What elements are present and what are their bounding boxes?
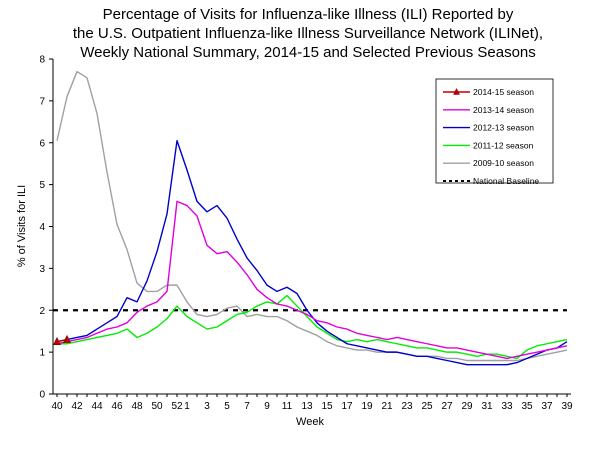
x-axis-label: Week <box>296 416 324 428</box>
y-tick-label: 3 <box>39 264 45 275</box>
x-tick-label: 31 <box>481 401 493 412</box>
x-tick-label: 50 <box>151 401 163 412</box>
x-tick-label: 44 <box>91 401 103 412</box>
y-tick-label: 0 <box>39 390 45 401</box>
x-tick-label: 29 <box>461 401 473 412</box>
series-line-2011-12-season <box>57 294 568 360</box>
x-tick-label: 48 <box>131 401 143 412</box>
x-tick-label: 7 <box>244 401 250 412</box>
y-tick-label: 6 <box>39 138 45 149</box>
series-line-2012-13-season <box>56 139 568 366</box>
y-tick-label: 8 <box>39 55 45 66</box>
x-tick-label: 23 <box>401 401 413 412</box>
legend: 2014-15 season 2013-14 season 2012-13 seas… <box>435 78 554 186</box>
x-tick-label: 3 <box>204 401 210 412</box>
x-tick-label: 27 <box>441 401 453 412</box>
data-point-2014-15-season <box>63 334 71 343</box>
chart-title-line-1: Percentage of Visits for Influenza-like … <box>103 6 514 23</box>
y-tick-label: 1 <box>39 348 45 359</box>
data-point-2014-15-season <box>53 336 61 345</box>
x-tick-label: 46 <box>111 401 123 412</box>
x-ticks: 40 42 44 46 48 50 52 1 3 5 7 9 11 13 15 17 19 21 23 25 27 29 3… <box>51 394 573 412</box>
chart-title-line-3: Weekly National Summary, 2014-15 and Sel… <box>80 44 536 61</box>
legend-label-2012-13-season: 2012-13 season <box>473 123 534 133</box>
x-tick-label: 25 <box>421 401 433 412</box>
x-tick-label: 40 <box>51 401 63 412</box>
x-tick-label: 39 <box>561 401 573 412</box>
legend-label-2009-10-season: 2009-10 season <box>473 158 534 168</box>
x-tick-label: 13 <box>301 401 313 412</box>
x-tick-label: 42 <box>71 401 83 412</box>
x-tick-label: 15 <box>321 401 333 412</box>
x-tick-label: 33 <box>501 401 513 412</box>
y-tick-label: 2 <box>39 306 45 317</box>
chart-title-line-2: the U.S. Outpatient Influenza-like Illne… <box>73 25 543 42</box>
x-tick-label: 37 <box>541 401 553 412</box>
x-tick-label: 11 <box>282 401 293 412</box>
y-tick-label: 4 <box>39 222 45 233</box>
chart-title: Percentage of Visits for Influenza-like … <box>73 6 543 61</box>
x-tick-label: 35 <box>521 401 533 412</box>
x-tick-label: 21 <box>381 401 393 412</box>
series-lines <box>53 70 568 366</box>
x-tick-label: 9 <box>264 401 270 412</box>
x-tick-label: 5 <box>224 401 230 412</box>
y-axis-label: % of Visits for ILI <box>16 185 28 267</box>
legend-label-2011-12-season: 2011-12 season <box>473 140 534 150</box>
series-line-2009-10-season <box>56 70 568 362</box>
legend-label-2013-14-season: 2013-14 season <box>473 105 534 115</box>
x-tick-label: 52 <box>171 401 183 412</box>
y-tick-label: 7 <box>39 96 45 107</box>
x-tick-label: 1 <box>184 401 190 412</box>
legend-box <box>435 78 554 184</box>
y-tick-label: 5 <box>39 180 45 191</box>
y-ticks: 0 1 2 3 4 5 6 7 8 <box>39 55 53 401</box>
legend-label-2014-15-season: 2014-15 season <box>473 87 534 97</box>
x-tick-label: 17 <box>341 401 353 412</box>
series-line-2013-14-season <box>56 200 568 360</box>
x-tick-label: 19 <box>361 401 373 412</box>
legend-marker-2014-15-season <box>453 87 460 95</box>
legend-label-national-baseline: National Baseline <box>473 176 539 186</box>
